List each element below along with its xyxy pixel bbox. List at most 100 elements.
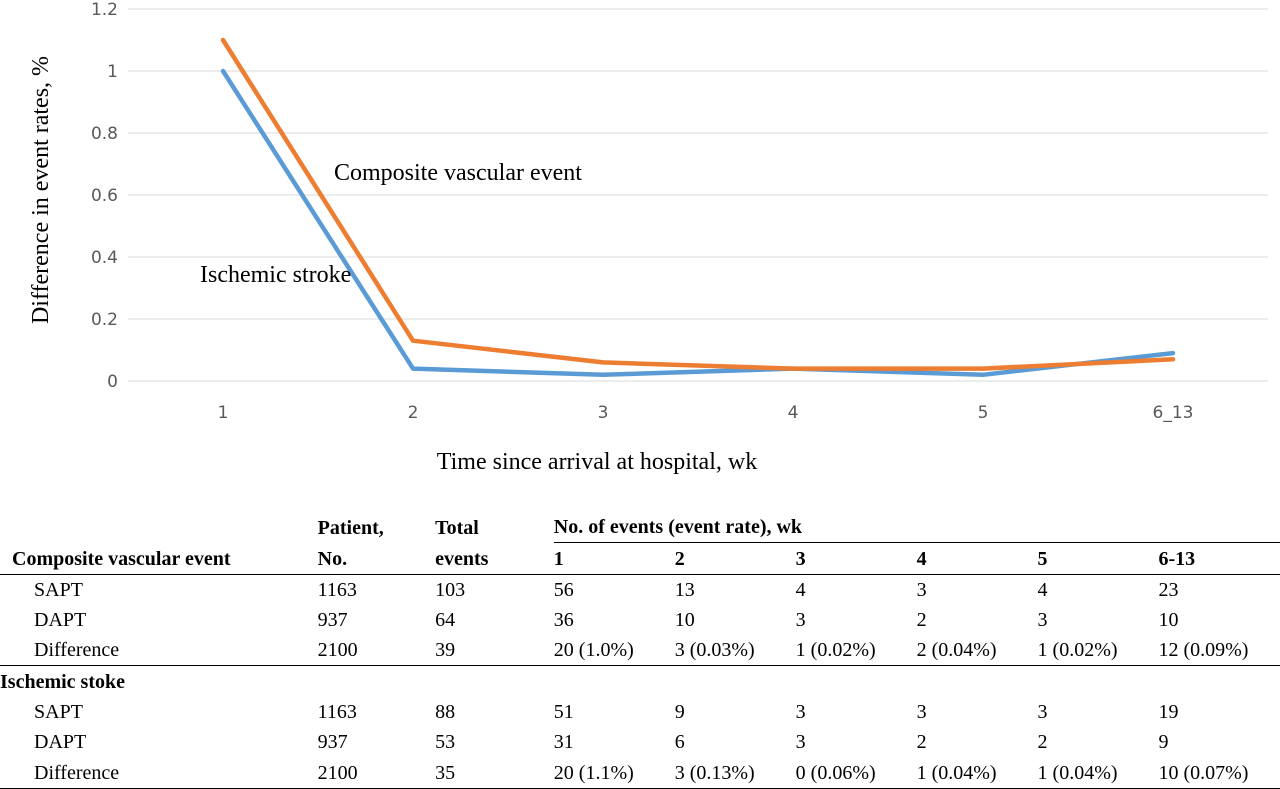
- cell-patients: 2100: [317, 757, 436, 789]
- cell-week: 10: [1158, 609, 1179, 632]
- cell-patients: 1163: [317, 578, 357, 601]
- cell-week: 1 (0.02%): [795, 635, 917, 667]
- row-label: DAPT: [34, 609, 87, 632]
- gridlines: [128, 8, 1268, 382]
- x-tick-label: 2: [408, 403, 419, 423]
- cell-week: 3: [795, 609, 806, 632]
- series-line-composite: [220, 37, 1176, 371]
- cell-week: 3: [1037, 609, 1048, 632]
- cell-week: 1 (0.02%): [1037, 635, 1159, 667]
- cell-week: 31: [553, 731, 574, 754]
- table-header-row-1: Patient, Total No. of events (event rate…: [0, 512, 1280, 543]
- header-week: 6-13: [1158, 542, 1280, 575]
- cell-week: 1 (0.04%): [916, 757, 1038, 789]
- cell-week: 2: [916, 609, 927, 632]
- cell-patients: 937: [317, 731, 348, 754]
- row-label: Difference: [0, 757, 318, 789]
- cell-week: 0 (0.06%): [795, 757, 917, 789]
- cell-total: 39: [435, 635, 554, 667]
- cell-week: 2 (0.04%): [916, 635, 1038, 667]
- cell-week: 9: [674, 701, 685, 724]
- series-line-ischemic: [220, 68, 1176, 378]
- cell-total: 53: [435, 731, 456, 754]
- cell-total: 88: [435, 701, 456, 724]
- events-table: Patient, Total No. of events (event rate…: [0, 512, 1280, 789]
- cell-week: 3: [916, 701, 927, 724]
- series-label-composite: Composite vascular event: [334, 160, 582, 186]
- y-tick-label: 0: [107, 372, 118, 392]
- series-label-ischemic: Ischemic stroke: [200, 262, 351, 288]
- cell-total: 35: [435, 757, 554, 789]
- table-row: DAPT 937 64 36 10 3 2 3 10: [0, 605, 1280, 635]
- header-week: 1: [553, 542, 675, 575]
- cell-week: 3: [795, 731, 806, 754]
- row-label: SAPT: [34, 701, 83, 724]
- cell-week: 1 (0.04%): [1037, 757, 1159, 789]
- cell-week: 23: [1158, 578, 1179, 601]
- cell-week: 20 (1.1%): [553, 757, 675, 789]
- cell-week: 4: [795, 578, 806, 601]
- header-patient: Patient,: [317, 516, 384, 539]
- header-patient-no: No.: [317, 542, 436, 575]
- cell-week: 3: [916, 578, 927, 601]
- header-week: 3: [795, 542, 917, 575]
- row-label: SAPT: [34, 578, 83, 601]
- table-row: DAPT 937 53 31 6 3 2 2 9: [0, 727, 1280, 757]
- cell-week: 10: [674, 609, 695, 632]
- x-tick-label: 5: [978, 403, 989, 423]
- header-total: Total: [435, 516, 479, 539]
- x-tick-labels: 1 2 3 4 5 6_13: [218, 403, 1194, 423]
- cell-week: 3 (0.03%): [674, 635, 796, 667]
- y-tick-label: 0.6: [91, 186, 118, 206]
- section-title-composite: Composite vascular event: [0, 542, 318, 575]
- cell-patients: 937: [317, 609, 348, 632]
- table-row: Difference 2100 39 20 (1.0%) 3 (0.03%) 1…: [0, 635, 1280, 667]
- cell-week: 19: [1158, 701, 1179, 724]
- cell-week: 2: [1037, 731, 1048, 754]
- x-tick-label: 3: [598, 403, 609, 423]
- cell-total: 103: [435, 578, 466, 601]
- row-label: Difference: [0, 635, 318, 667]
- cell-week: 36: [553, 609, 574, 632]
- y-tick-labels: 0 0.2 0.4 0.6 0.8 1 1.2: [91, 0, 118, 392]
- y-tick-label: 0.2: [91, 310, 118, 330]
- y-tick-label: 1: [107, 62, 118, 82]
- series-lines: [220, 37, 1176, 378]
- y-axis-title: Difference in event rates, %: [28, 56, 54, 324]
- x-axis-title: Time since arrival at hospital, wk: [437, 449, 757, 475]
- cell-week: 51: [553, 701, 574, 724]
- cell-week: 12 (0.09%): [1158, 635, 1280, 667]
- cell-week: 20 (1.0%): [553, 635, 675, 667]
- x-tick-label: 4: [788, 403, 799, 423]
- y-tick-label: 0.4: [91, 248, 118, 268]
- table-header-row-2: Composite vascular event No. events 1 2 …: [0, 542, 1280, 575]
- cell-week: 4: [1037, 578, 1048, 601]
- cell-week: 10 (0.07%): [1158, 757, 1280, 789]
- header-week: 4: [916, 542, 1038, 575]
- cell-patients: 1163: [317, 701, 357, 724]
- cell-week: 3: [795, 701, 806, 724]
- cell-week: 6: [674, 731, 685, 754]
- header-week: 2: [674, 542, 796, 575]
- table-row: SAPT 1163 103 56 13 4 3 4 23: [0, 574, 1280, 605]
- header-week: 5: [1037, 542, 1159, 575]
- cell-week: 3 (0.13%): [674, 757, 796, 789]
- cell-week: 56: [553, 578, 574, 601]
- header-total-events: events: [435, 542, 554, 575]
- table-row: SAPT 1163 88 51 9 3 3 3 19: [0, 697, 1280, 727]
- cell-week: 3: [1037, 701, 1048, 724]
- y-tick-label: 0.8: [91, 124, 118, 144]
- table-row: Difference 2100 35 20 (1.1%) 3 (0.13%) 0…: [0, 757, 1280, 789]
- cell-week: 13: [674, 578, 695, 601]
- cell-week: 9: [1158, 731, 1169, 754]
- section-row: Ischemic stoke: [0, 666, 1280, 697]
- x-tick-label: 1: [218, 403, 229, 423]
- line-chart: 0 0.2 0.4 0.6 0.8 1 1.2 1 2 3 4 5 6_13 Composite va…: [28, 0, 1268, 475]
- header-events-group: No. of events (event rate), wk: [553, 516, 803, 539]
- cell-week: 2: [916, 731, 927, 754]
- cell-total: 64: [435, 609, 456, 632]
- cell-patients: 2100: [317, 635, 436, 667]
- y-tick-label: 1.2: [91, 0, 118, 20]
- section-title-ischemic: Ischemic stoke: [0, 670, 125, 693]
- row-label: DAPT: [34, 731, 87, 754]
